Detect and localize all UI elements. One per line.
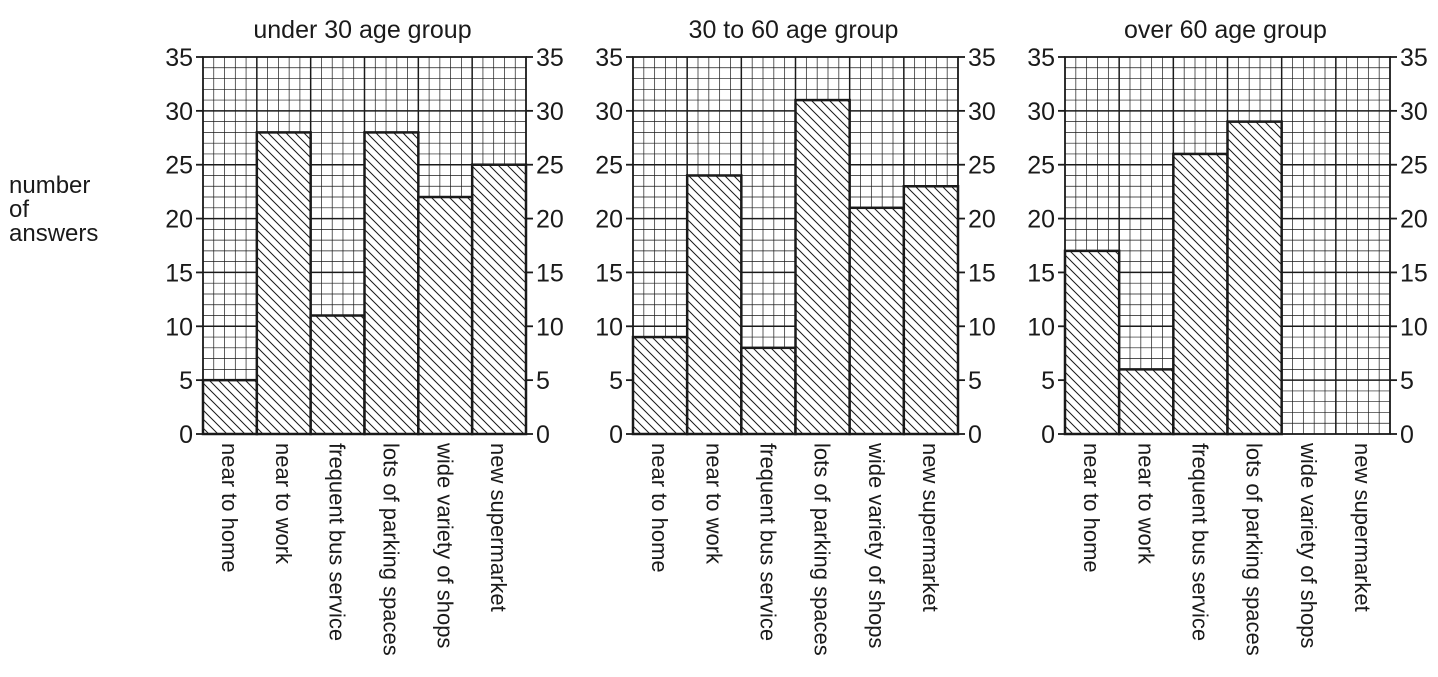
category-label: near to work bbox=[1133, 443, 1158, 565]
y-tick-label-left: 35 bbox=[165, 44, 193, 72]
bar-1 bbox=[631, 335, 689, 436]
y-tick-label-left: 25 bbox=[165, 152, 193, 180]
y-tick-label-right: 5 bbox=[968, 367, 982, 395]
bar-3 bbox=[309, 314, 366, 436]
y-tick-label-left: 0 bbox=[179, 421, 193, 449]
panel-title: over 60 age group bbox=[1124, 16, 1327, 44]
chart-panels: 0 0 5 5 10 10 15 15 20 20 25 25 30 30 35 35 under 30 age… bbox=[165, 16, 1428, 656]
bar-1 bbox=[1063, 249, 1121, 436]
y-tick-label-left: 5 bbox=[1041, 367, 1055, 395]
category-label: near to home bbox=[647, 443, 672, 573]
bar-5 bbox=[848, 206, 906, 436]
y-tick-label-left: 25 bbox=[595, 152, 623, 180]
category-label: frequent bus service bbox=[325, 443, 350, 641]
y-tick-label-right: 15 bbox=[968, 259, 996, 287]
y-tick-label-left: 30 bbox=[165, 98, 193, 126]
y-tick-label-left: 10 bbox=[1027, 313, 1055, 341]
plot-frame bbox=[1064, 56, 1391, 435]
y-tick-label-right: 25 bbox=[968, 152, 996, 180]
y-tick-label-left: 20 bbox=[165, 206, 193, 234]
category-label: wide variety of shops bbox=[1296, 442, 1321, 648]
y-tick-label-right: 0 bbox=[968, 421, 982, 449]
category-label: new supermarket bbox=[1350, 443, 1375, 612]
y-tick-label-right: 30 bbox=[968, 98, 996, 126]
category-label: near to work bbox=[271, 443, 296, 565]
bar-6 bbox=[902, 185, 960, 436]
y-axis-label-line-2: of bbox=[9, 196, 30, 223]
bar-4 bbox=[1226, 120, 1283, 436]
y-tick-label-right: 35 bbox=[1400, 44, 1428, 72]
y-tick-label-right: 25 bbox=[1400, 152, 1428, 180]
category-label: new supermarket bbox=[918, 443, 943, 612]
bar-3 bbox=[740, 346, 797, 436]
y-tick-label-left: 15 bbox=[165, 259, 193, 287]
y-tick-label-left: 5 bbox=[609, 367, 623, 395]
bar-3 bbox=[1172, 152, 1229, 436]
y-tick-label-left: 20 bbox=[595, 206, 623, 234]
y-tick-label-left: 15 bbox=[1027, 259, 1055, 287]
y-tick-label-left: 5 bbox=[179, 367, 193, 395]
y-tick-label-right: 15 bbox=[536, 259, 564, 287]
y-tick-label-right: 30 bbox=[1400, 98, 1428, 126]
y-tick-label-left: 30 bbox=[595, 98, 623, 126]
panel-1: 0 0 5 5 10 10 15 15 20 20 25 25 30 30 35 35 under 30 age… bbox=[165, 16, 564, 656]
category-label: near to home bbox=[217, 443, 242, 573]
y-tick-label-left: 25 bbox=[1027, 152, 1055, 180]
panel-title: under 30 age group bbox=[253, 16, 471, 44]
y-axis-label-line-1: number bbox=[9, 172, 91, 199]
y-tick-label-left: 0 bbox=[1041, 421, 1055, 449]
category-label: lots of parking spaces bbox=[378, 443, 403, 656]
y-tick-label-left: 15 bbox=[595, 259, 623, 287]
y-tick-label-right: 20 bbox=[536, 206, 564, 234]
category-label: wide variety of shops bbox=[432, 442, 457, 648]
plot-frame bbox=[202, 56, 527, 435]
bar-4 bbox=[794, 98, 851, 436]
y-tick-label-right: 35 bbox=[968, 44, 996, 72]
y-tick-label-left: 30 bbox=[1027, 98, 1055, 126]
category-label: near to work bbox=[701, 443, 726, 565]
bar-2 bbox=[685, 174, 743, 436]
y-tick-label-right: 10 bbox=[1400, 313, 1428, 341]
bar-1 bbox=[201, 378, 259, 436]
y-tick-label-left: 10 bbox=[165, 313, 193, 341]
bar-2 bbox=[255, 131, 312, 436]
category-label: lots of parking spaces bbox=[810, 443, 835, 656]
y-tick-label-right: 10 bbox=[968, 313, 996, 341]
y-tick-label-right: 5 bbox=[536, 367, 550, 395]
y-axis-label-line-3: answers bbox=[9, 220, 99, 247]
y-tick-label-right: 5 bbox=[1400, 367, 1414, 395]
bar-2 bbox=[1117, 368, 1175, 436]
category-label: wide variety of shops bbox=[864, 442, 889, 648]
y-tick-label-left: 35 bbox=[595, 44, 623, 72]
y-tick-label-right: 35 bbox=[536, 44, 564, 72]
y-tick-label-right: 15 bbox=[1400, 259, 1428, 287]
bar-4 bbox=[363, 131, 420, 436]
y-tick-label-left: 35 bbox=[1027, 44, 1055, 72]
y-tick-label-right: 0 bbox=[1400, 421, 1414, 449]
panel-2: 0 0 5 5 10 10 15 15 20 20 25 25 30 30 35 35 30 to 60 age… bbox=[595, 16, 996, 656]
plot-frame bbox=[632, 56, 959, 435]
y-tick-label-right: 25 bbox=[536, 152, 564, 180]
y-axis-label: number of answers bbox=[9, 174, 98, 246]
category-label: frequent bus service bbox=[1187, 443, 1212, 641]
category-label: lots of parking spaces bbox=[1242, 443, 1267, 656]
y-tick-label-right: 20 bbox=[1400, 206, 1428, 234]
panel-title: 30 to 60 age group bbox=[689, 16, 899, 44]
category-label: near to home bbox=[1079, 443, 1104, 573]
y-tick-label-left: 0 bbox=[609, 421, 623, 449]
y-tick-label-right: 10 bbox=[536, 313, 564, 341]
bar-6 bbox=[470, 163, 528, 436]
category-label: frequent bus service bbox=[755, 443, 780, 641]
y-tick-label-left: 20 bbox=[1027, 206, 1055, 234]
y-tick-label-right: 20 bbox=[968, 206, 996, 234]
panel-3: 0 0 5 5 10 10 15 15 20 20 25 25 30 30 35 35 over 60 age … bbox=[1027, 16, 1428, 656]
y-tick-label-right: 0 bbox=[536, 421, 550, 449]
y-tick-label-right: 30 bbox=[536, 98, 564, 126]
y-tick-label-left: 10 bbox=[595, 313, 623, 341]
bar-5 bbox=[417, 195, 474, 436]
category-label: new supermarket bbox=[486, 443, 511, 612]
